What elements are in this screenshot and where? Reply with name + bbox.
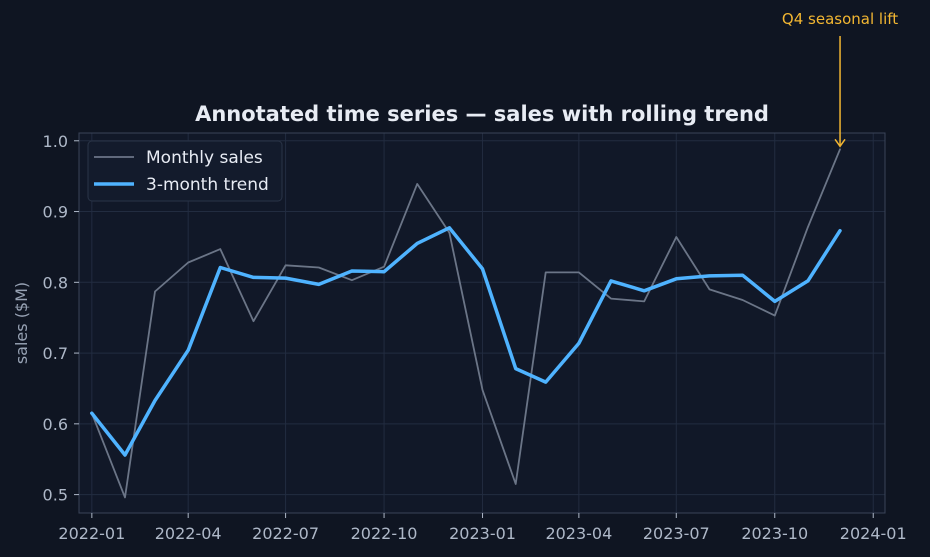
annotation-arrow-head: [834, 138, 846, 148]
axes-frame: [78, 132, 886, 514]
y-tick-label: 0.7: [43, 344, 68, 363]
x-tick-label: 2022-01: [58, 524, 125, 543]
x-tick-label: 2023-10: [741, 524, 808, 543]
y-tick-label: 0.6: [43, 415, 68, 434]
x-tick-label: 2023-07: [643, 524, 710, 543]
x-axis-ticks: 2022-01 2022-04 2022-07 2022-10 2023-01 2023-…: [58, 513, 907, 543]
legend-box: [87, 140, 283, 202]
x-tick-label: 2024-01: [840, 524, 907, 543]
legend-label: Monthly sales: [146, 148, 263, 168]
x-tick-label: 2022-10: [351, 524, 418, 543]
x-tick-label: 2022-04: [155, 524, 222, 543]
monthly-sales-line: [90, 148, 841, 499]
series-lines: [90, 148, 842, 499]
y-tick-label: 0.8: [43, 273, 68, 292]
legend-label: 3-month trend: [146, 175, 269, 195]
y-tick-label: 1.0: [43, 132, 68, 151]
chart-title: Annotated time series — sales with rolli…: [195, 102, 769, 126]
annotation-label: Q4 seasonal lift: [782, 10, 898, 28]
trend-line: [90, 226, 842, 457]
annotation: Q4 seasonal lift: [782, 10, 898, 148]
legend: Monthly sales 3-month trend: [87, 140, 283, 202]
y-tick-label: 0.9: [43, 203, 68, 222]
x-tick-label: 2022-07: [252, 524, 319, 543]
x-tick-label: 2023-04: [545, 524, 612, 543]
y-axis-label: sales ($M): [12, 282, 31, 364]
y-tick-label: 0.5: [43, 486, 68, 505]
x-tick-label: 2023-01: [449, 524, 516, 543]
y-axis-ticks: 0.5 0.6 0.7 0.8 0.9 1.0: [43, 132, 79, 505]
axes: [78, 132, 886, 514]
